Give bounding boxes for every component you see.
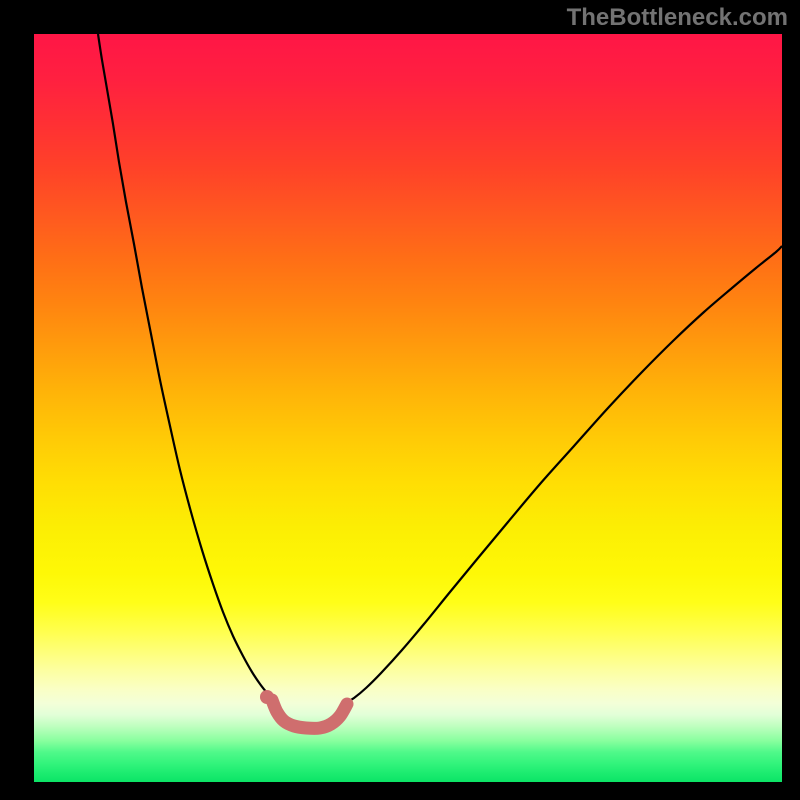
chart-background-gradient [34, 34, 782, 782]
chart-plot-area [34, 34, 782, 782]
watermark-text: TheBottleneck.com [567, 4, 788, 32]
chart-svg [34, 34, 782, 782]
valley-marker-dot [260, 690, 274, 704]
